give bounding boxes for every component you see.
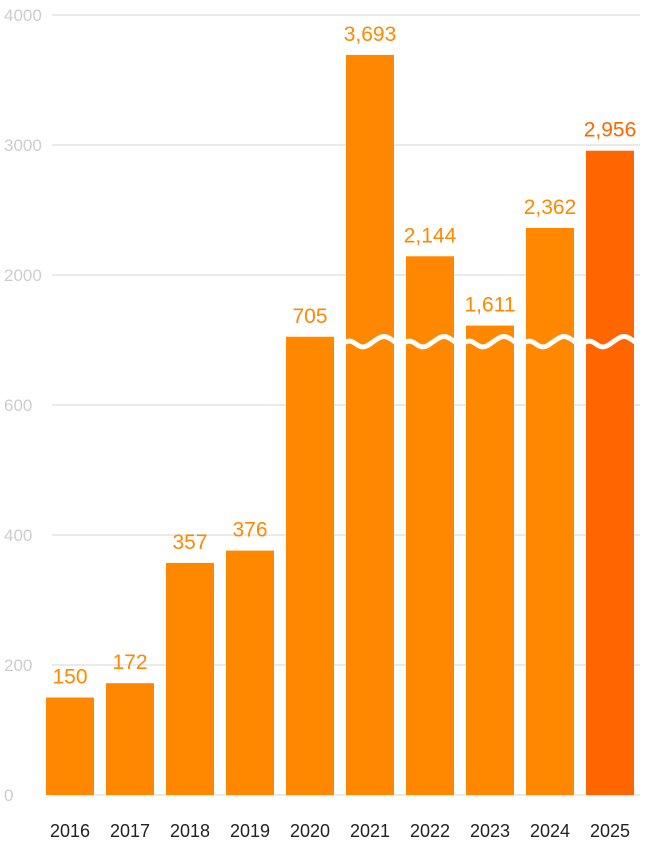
data-label: 150 — [52, 666, 87, 689]
y-tick-label: 0 — [4, 786, 13, 805]
bar — [286, 336, 334, 795]
x-tick-label: 2016 — [50, 821, 90, 841]
data-label: 1,611 — [465, 294, 516, 317]
axis-break-wave — [399, 334, 461, 350]
data-label: 2,144 — [404, 224, 457, 247]
y-tick-label: 4000 — [4, 6, 42, 25]
bar — [526, 227, 574, 795]
x-tick-label: 2020 — [290, 821, 330, 841]
x-tick-label: 2019 — [230, 821, 270, 841]
data-label: 376 — [232, 519, 267, 542]
x-tick-label: 2021 — [350, 821, 390, 841]
data-label: 2,362 — [524, 196, 577, 219]
bar — [466, 325, 514, 795]
data-label: 2,956 — [584, 119, 637, 142]
data-label: 172 — [112, 651, 147, 674]
y-tick-label: 200 — [4, 656, 32, 675]
axis-break-wave — [339, 334, 401, 350]
axis-break-wave — [459, 334, 521, 350]
y-tick-label: 400 — [4, 526, 32, 545]
axis-break-wave — [519, 334, 581, 350]
y-tick-label: 2000 — [4, 266, 42, 285]
bar — [106, 683, 154, 795]
x-tick-label: 2022 — [410, 821, 450, 841]
bar — [46, 697, 94, 795]
data-label: 705 — [292, 305, 327, 328]
bar — [586, 150, 634, 796]
x-tick-label: 2017 — [110, 821, 150, 841]
bar — [346, 54, 394, 796]
y-tick-label: 600 — [4, 396, 32, 415]
x-tick-label: 2023 — [470, 821, 510, 841]
bar — [226, 550, 274, 795]
data-label: 3,693 — [344, 23, 397, 46]
data-label: 357 — [172, 531, 207, 554]
bar — [166, 562, 214, 795]
y-tick-label: 3000 — [4, 136, 42, 155]
axis-break-wave — [579, 334, 641, 350]
x-tick-label: 2024 — [530, 821, 570, 841]
x-tick-label: 2025 — [590, 821, 630, 841]
x-tick-label: 2018 — [170, 821, 210, 841]
